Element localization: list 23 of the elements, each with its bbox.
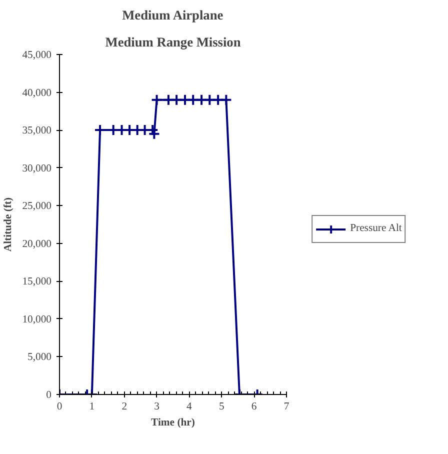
y-tick-label: 10,000	[22, 314, 52, 326]
y-tick-label: 45,000	[22, 50, 52, 61]
chart-subtitle: Medium Range Mission	[105, 34, 242, 50]
y-tick-label: 15,000	[22, 276, 52, 288]
y-tick-label: 35,000	[22, 126, 52, 137]
y-tick-label: 40,000	[22, 88, 52, 99]
x-tick-label: 0	[56, 402, 62, 412]
y-tick-label: 25,000	[22, 201, 52, 212]
x-tick-label: 4	[186, 402, 193, 412]
x-axis-title: Time (hr)	[151, 418, 196, 428]
chart-title: Medium Airplane	[122, 8, 224, 22]
x-tick-label: 6	[251, 402, 258, 412]
y-tick-label: 30,000	[22, 163, 52, 174]
legend-label: Pressure Alt	[350, 223, 402, 234]
x-tick-label: 3	[154, 402, 160, 412]
x-tick-label: 1	[89, 402, 95, 412]
y-tick-label: 0	[46, 390, 52, 401]
x-tick-label: 2	[122, 402, 128, 412]
y-tick-label: 20,000	[22, 238, 52, 250]
x-tick-label: 5	[218, 402, 224, 412]
x-tick-label: 7	[284, 402, 290, 412]
y-tick-label: 5,000	[28, 352, 52, 364]
y-axis-title: Altitude (ft)	[3, 196, 14, 252]
